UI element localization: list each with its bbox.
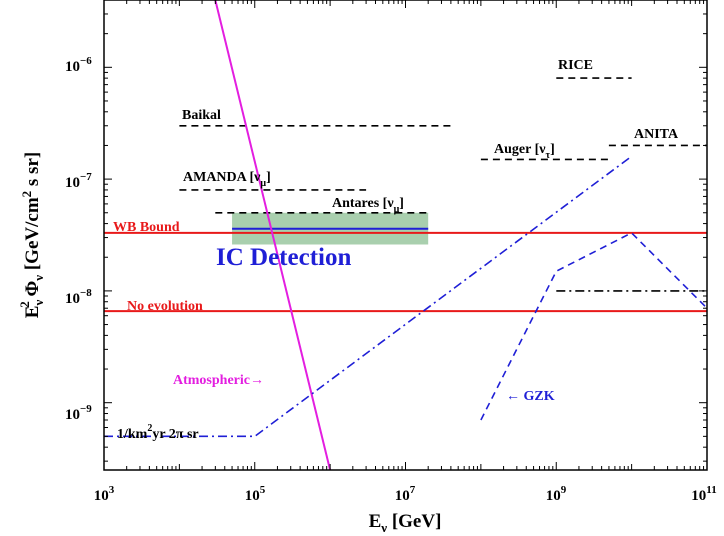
x-tick-label-7: 107: [395, 484, 416, 504]
label-baikal: Baikal: [182, 108, 221, 123]
x-tick-label-9: 109: [546, 484, 567, 504]
y-axis-label: Eν2 Φν [GeV/cm2 s sr]: [17, 152, 46, 318]
axis-ticks: [103, 0, 708, 470]
label-auger: Auger [ντ]: [494, 142, 555, 161]
label-antares: Antares [νμ]: [332, 196, 404, 215]
series-line-gzk: [480, 231, 707, 421]
series-line-atmospheric: [214, 0, 332, 470]
y-tick-label-6: 10−6: [65, 55, 92, 75]
label-ic-detection: IC Detection: [216, 244, 351, 271]
y-tick-label-9: 10−9: [65, 403, 92, 423]
y-tick-label-7: 10−7: [65, 171, 92, 191]
x-tick-label-3: 103: [94, 484, 115, 504]
label-amanda: AMANDA [νμ]: [183, 170, 271, 189]
x-tick-label-11: 1011: [691, 484, 716, 504]
label-gzk: ← GZK: [506, 389, 555, 404]
label-km2yr: 1/km2yr 2π sr: [117, 423, 199, 442]
label-anita: ANITA: [634, 127, 679, 142]
series-layer: [104, 0, 707, 470]
label-no-evolution: No evolution: [127, 299, 203, 314]
series-line-1-km2yr-2pi-sr: [104, 155, 633, 438]
label-wb-bound: WB Bound: [113, 220, 180, 235]
label-atmospheric: Atmospheric→: [173, 373, 264, 388]
label-rice: RICE: [558, 58, 593, 73]
x-tick-label-5: 105: [245, 484, 266, 504]
x-axis-label: Eν [GeV]: [369, 511, 442, 535]
y-tick-label-8: 10−8: [65, 287, 92, 307]
